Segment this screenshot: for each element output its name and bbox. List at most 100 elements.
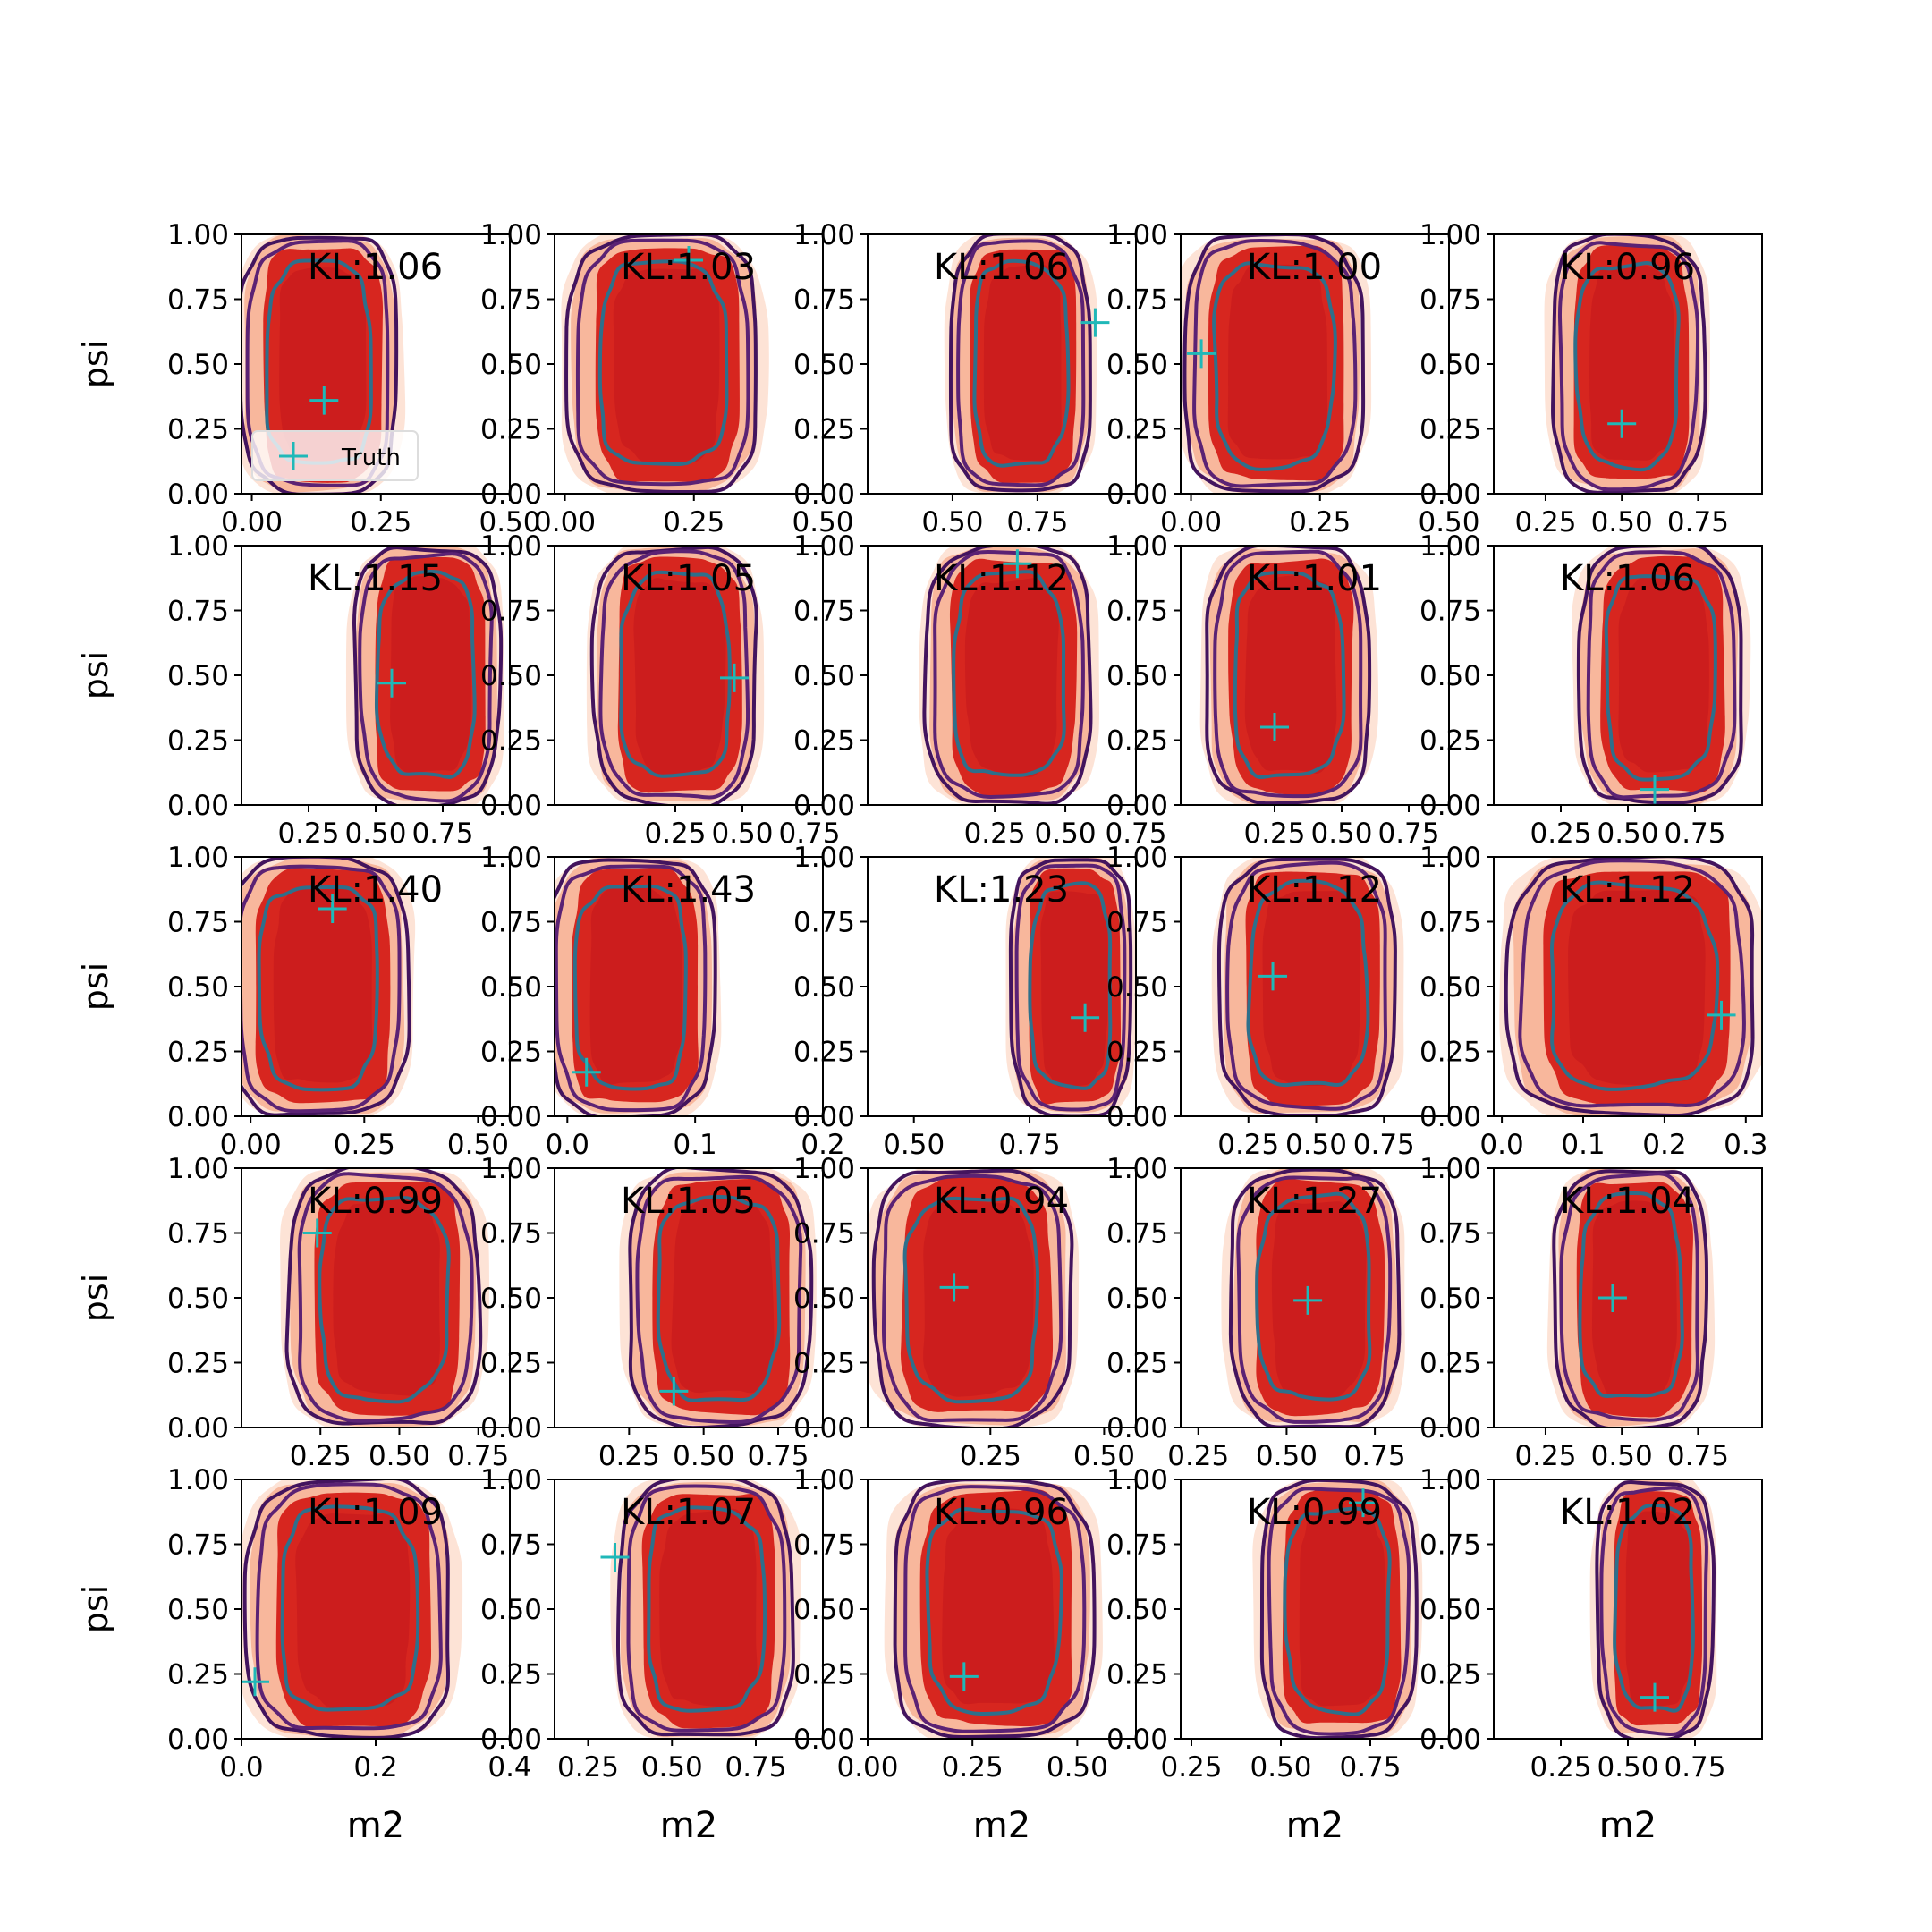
- density-fill-darkest: [1618, 576, 1709, 773]
- contour-line-outer: [1504, 857, 1755, 1116]
- y-tick-label: 0.00: [480, 479, 542, 511]
- y-tick-label: 0.50: [167, 1594, 229, 1626]
- truth-marker: [674, 246, 703, 275]
- y-tick-label: 0.25: [1419, 1348, 1481, 1380]
- y-tick-label: 0.00: [480, 790, 542, 822]
- y-tick-label: 0.50: [1419, 971, 1481, 1004]
- truth-marker: [1003, 549, 1032, 579]
- y-tick-label: 0.00: [1419, 1101, 1481, 1133]
- contour-line-inner: [1604, 574, 1717, 782]
- x-tick-label: 0.25: [942, 1751, 1004, 1784]
- y-tick-label: 0.75: [1419, 907, 1481, 939]
- y-tick-label: 1.00: [793, 842, 855, 874]
- density-fill-darkest: [1299, 1510, 1385, 1707]
- density-fill-darkest: [1262, 891, 1361, 1086]
- y-axis-label: psi: [76, 651, 115, 699]
- density-fill-darkest: [1244, 575, 1337, 775]
- y-tick-label: 1.00: [793, 530, 855, 563]
- y-tick-label: 0.50: [167, 971, 229, 1004]
- y-tick-label: 1.00: [1419, 842, 1481, 874]
- contour-line-outer: [589, 546, 758, 805]
- x-tick-label: 0.75: [1664, 818, 1725, 850]
- contour-line-mid: [1267, 1487, 1411, 1736]
- x-tick-label: 0.75: [1006, 506, 1068, 538]
- y-tick-label: 0.75: [480, 284, 542, 317]
- x-tick-label: 0.25: [1530, 818, 1591, 850]
- panel-6: 0.000.250.500.751.000.25 0.50 0.75KL:1.15p…: [76, 530, 511, 850]
- contour-line-outer: [1552, 1169, 1709, 1428]
- y-tick-label: 0.75: [1419, 596, 1481, 628]
- contour-line-outer: [1551, 234, 1707, 494]
- y-tick-label: 1.00: [480, 219, 542, 251]
- y-tick-label: 0.50: [793, 660, 855, 692]
- y-tick-label: 0.50: [793, 971, 855, 1004]
- x-tick-label: 0.00: [1160, 506, 1222, 538]
- contour-line-inner: [257, 885, 379, 1092]
- y-tick-label: 0.50: [1106, 1594, 1168, 1626]
- y-tick-label: 0.25: [1419, 414, 1481, 446]
- x-tick-label: 0.50: [673, 1440, 734, 1472]
- kl-annotation: KL:1.27: [1247, 1181, 1382, 1222]
- kl-annotation: KL:0.96: [934, 1492, 1069, 1533]
- y-tick-label: 0.25: [480, 1659, 542, 1691]
- contour-line-outer: [564, 234, 758, 494]
- panel-12: 0.00 0.25 0.50 0.75 1.00 0.0 0.1 0.2 KL:1.43: [480, 842, 845, 1161]
- contour-line-inner: [619, 570, 732, 778]
- truth-marker: [659, 1377, 689, 1406]
- x-tick-label: 0.25: [1167, 1440, 1229, 1472]
- y-tick-label: 0.00: [1419, 479, 1481, 511]
- y-tick-label: 0.50: [480, 971, 542, 1004]
- panel-16: 0.00 0.25 0.50 0.75 1.00 0.25 0.50 0.75 KL:0.99 p…: [76, 1153, 511, 1472]
- density-fill-darkest: [333, 1198, 440, 1396]
- x-tick-label: 0.0: [1479, 1129, 1523, 1161]
- y-axis-label: psi: [76, 340, 115, 388]
- legend-label: Truth: [341, 445, 401, 471]
- density-fill-darkest: [633, 578, 726, 777]
- x-tick-label: 0.50: [1250, 1751, 1311, 1784]
- contour-line-inner: [1212, 261, 1337, 471]
- kl-annotation: KL:1.03: [621, 247, 756, 288]
- y-tick-label: 0.25: [1106, 725, 1168, 758]
- density-fill-darkest: [390, 576, 472, 774]
- contour-line-inner: [318, 1196, 451, 1404]
- y-tick-label: 0.25: [1419, 725, 1481, 758]
- y-tick-label: 0.25: [167, 725, 229, 758]
- contour-line-inner: [1549, 880, 1720, 1091]
- truth-marker: [1597, 1284, 1627, 1312]
- y-tick-label: 1.00: [1419, 1464, 1481, 1496]
- contour-line-inner: [925, 1507, 1063, 1716]
- y-tick-label: 0.75: [793, 1530, 855, 1562]
- y-tick-label: 0.00: [1419, 1412, 1481, 1445]
- y-tick-label: 0.00: [793, 790, 855, 822]
- kl-annotation: KL:1.02: [1560, 1492, 1695, 1533]
- x-tick-label: 0.50: [1597, 818, 1658, 850]
- contour-line-mid: [575, 238, 750, 487]
- y-tick-label: 0.00: [793, 1101, 855, 1133]
- contour-line-mid: [297, 1172, 474, 1423]
- y-tick-label: 0.75: [1106, 1218, 1168, 1250]
- contour-line-inner: [1613, 1503, 1695, 1713]
- y-tick-label: 0.75: [167, 1530, 229, 1562]
- y-tick-label: 0.25: [480, 725, 542, 758]
- x-tick-label: 0.50: [1035, 818, 1097, 850]
- x-tick-label: 0.50: [1310, 818, 1372, 850]
- x-tick-label: 0.75: [724, 1751, 786, 1784]
- truth-marker: [302, 1218, 332, 1248]
- contour-line-outer: [352, 546, 504, 805]
- x-tick-label: 0.25: [1289, 506, 1351, 538]
- density-fill-darkest: [589, 887, 683, 1086]
- panel-3: 0.00 0.25 0.50 0.75 1.00 0.50 0.75 KL:1.06: [793, 219, 1137, 538]
- x-tick-label: 0.25: [334, 1129, 395, 1161]
- y-tick-label: 0.25: [480, 414, 542, 446]
- panel-13: 0.00 0.25 0.50 0.75 1.00 0.50 0.75 KL:1.23: [793, 842, 1137, 1161]
- y-tick-label: 0.00: [167, 479, 229, 511]
- y-tick-label: 1.00: [480, 1464, 542, 1496]
- truth-marker: [1607, 409, 1637, 438]
- y-tick-label: 0.50: [1419, 660, 1481, 692]
- y-tick-label: 0.75: [167, 1218, 229, 1250]
- x-tick-label: 0.75: [1667, 506, 1729, 538]
- density-fill-darkest: [659, 1508, 758, 1707]
- panel-4: 0.00 0.25 0.50 0.75 1.00 0.00 0.25 0.50 KL:1.00: [1106, 219, 1480, 538]
- x-tick-label: 0.25: [1160, 1751, 1222, 1784]
- panel-23: 0.00 0.25 0.50 0.75 1.00 0.00 0.25 0.50 KL:0.96 m…: [793, 1464, 1137, 1846]
